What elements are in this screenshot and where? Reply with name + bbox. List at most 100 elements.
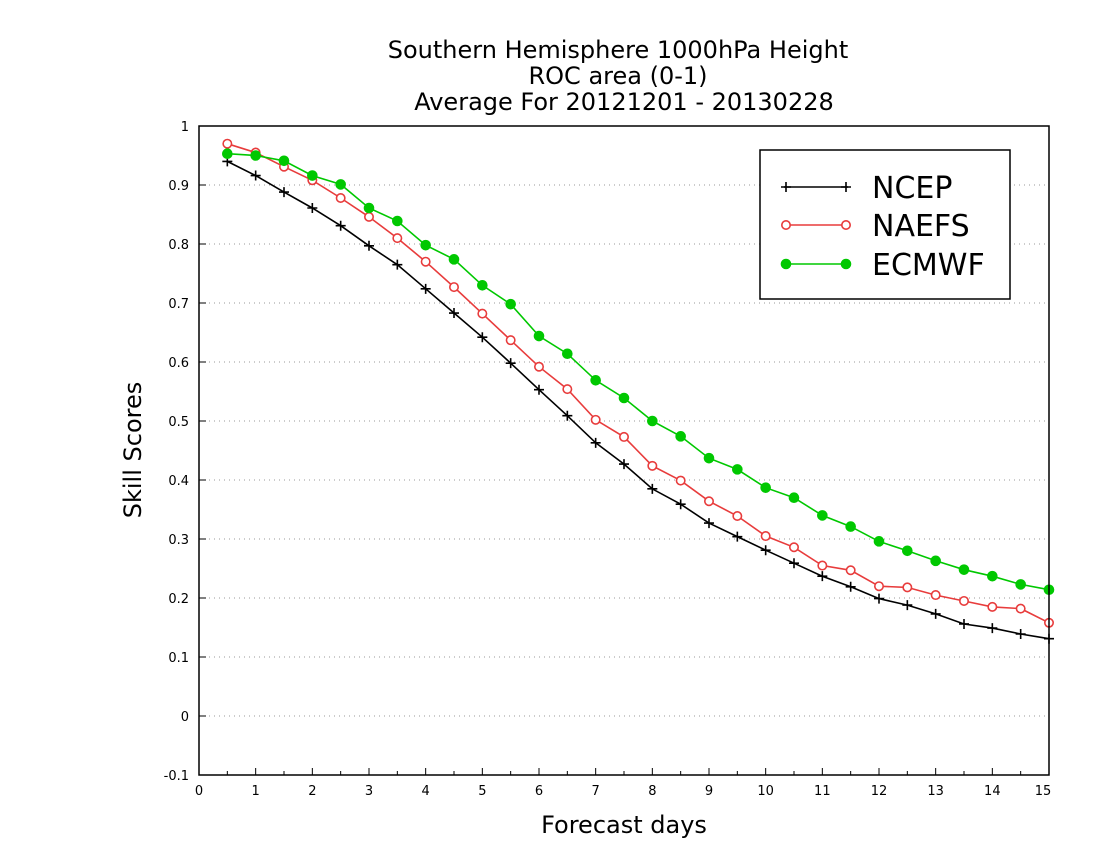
data-point	[335, 192, 346, 203]
data-point	[590, 414, 601, 425]
data-point	[958, 595, 969, 606]
y-tick-label: 0.9	[168, 179, 189, 194]
data-point	[590, 374, 601, 386]
data-point	[420, 256, 431, 267]
data-point	[647, 460, 658, 471]
data-point	[448, 282, 459, 293]
data-point	[703, 452, 715, 464]
data-point	[619, 459, 629, 470]
y-tick-label: 0.2	[168, 592, 189, 607]
data-point	[278, 155, 290, 167]
data-point	[788, 492, 800, 504]
data-point	[817, 571, 828, 582]
data-point	[873, 581, 884, 592]
x-tick-label: 15	[1035, 784, 1052, 799]
data-point	[335, 220, 346, 231]
data-point	[222, 148, 233, 160]
data-point	[363, 211, 374, 222]
legend-entry-ncep: NCEP	[781, 171, 952, 206]
data-point	[902, 582, 913, 593]
data-point	[364, 240, 374, 251]
x-tick-label: 10	[757, 784, 774, 799]
data-point	[1015, 628, 1026, 639]
data-point	[902, 545, 913, 557]
x-tick-label: 14	[984, 784, 1001, 799]
data-point	[841, 182, 851, 192]
data-point	[987, 601, 998, 612]
data-point	[448, 254, 460, 265]
data-point	[703, 496, 714, 507]
x-tick-label: 9	[705, 784, 713, 799]
data-point	[704, 518, 714, 529]
chart-title: Southern Hemisphere 1000hPa Height	[388, 36, 848, 64]
data-point	[675, 475, 686, 486]
data-point	[307, 203, 318, 214]
data-point	[845, 521, 856, 532]
axis-ticks: -0.100.10.20.30.40.50.60.70.80.910 1 2 3 4 5 6…	[164, 120, 1052, 799]
data-point	[562, 410, 573, 421]
data-point	[817, 560, 828, 571]
data-point	[760, 482, 771, 493]
data-point	[781, 182, 791, 192]
chart-date-range: Average For 20121201 - 20130228	[414, 88, 834, 116]
y-tick-label: 0	[181, 710, 189, 725]
x-tick-label: 11	[814, 784, 831, 799]
y-tick-label: 0.8	[168, 238, 189, 253]
x-tick-label: 3	[365, 784, 373, 799]
data-point	[840, 220, 851, 231]
data-point	[250, 150, 261, 161]
data-point	[732, 531, 743, 542]
data-point	[788, 542, 799, 553]
x-tick-label: 6	[535, 784, 543, 799]
data-point	[363, 202, 375, 214]
data-point	[562, 348, 573, 360]
data-point	[1015, 579, 1026, 590]
data-point	[562, 384, 573, 395]
data-point	[534, 384, 544, 395]
data-point	[392, 259, 403, 270]
data-point	[477, 332, 488, 343]
data-point	[477, 280, 488, 291]
data-point	[902, 600, 913, 611]
x-tick-label: 0	[195, 784, 203, 799]
data-point	[732, 464, 743, 475]
legend-label: ECMWF	[872, 248, 985, 283]
x-tick-label: 13	[927, 784, 944, 799]
series-ecmwf	[222, 148, 1055, 596]
data-point	[760, 545, 771, 556]
legend-label: NCEP	[872, 171, 952, 206]
y-tick-label: 0.5	[168, 415, 189, 430]
data-point	[675, 499, 686, 510]
data-point	[647, 483, 658, 494]
data-point	[420, 239, 431, 251]
data-point	[647, 415, 658, 427]
data-point	[874, 593, 884, 604]
y-tick-label: 0.6	[168, 356, 189, 371]
data-point	[987, 570, 998, 582]
data-point	[845, 581, 856, 592]
data-point	[307, 170, 318, 181]
y-tick-label: -0.1	[164, 769, 189, 784]
data-point	[760, 531, 771, 542]
data-point	[618, 431, 629, 442]
x-tick-label: 12	[871, 784, 888, 799]
y-tick-label: 0.4	[168, 474, 189, 489]
data-point	[845, 565, 856, 576]
data-point	[505, 335, 516, 346]
data-point	[533, 330, 545, 342]
grid-lines	[199, 184, 1049, 717]
data-point	[675, 431, 686, 442]
y-tick-label: 0.1	[168, 651, 189, 666]
data-point	[987, 623, 998, 634]
y-tick-label: 0.7	[168, 297, 189, 312]
data-point	[505, 298, 516, 310]
data-point	[780, 220, 791, 231]
data-point	[279, 187, 289, 198]
data-point	[732, 510, 743, 521]
data-point	[505, 358, 516, 369]
data-point	[958, 564, 970, 575]
data-point	[930, 555, 941, 567]
